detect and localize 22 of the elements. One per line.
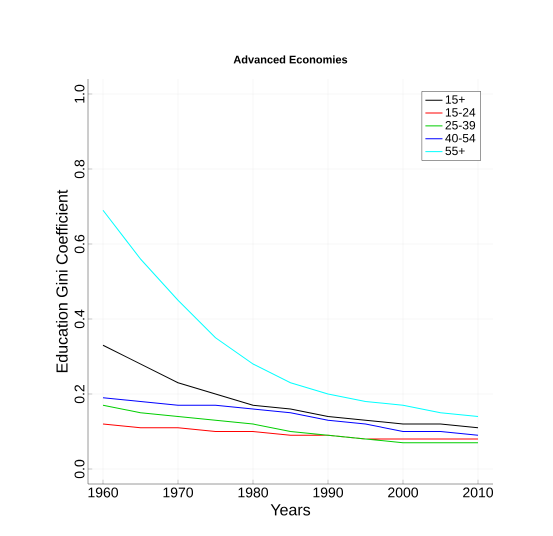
x-tick-label: 1970 (164, 488, 194, 498)
y-axis-title: Education Gini Coefficient (56, 190, 68, 372)
x-tick-label: 1980 (238, 488, 268, 498)
legend-label: 15+ (446, 95, 465, 104)
x-tick-label: 2000 (388, 488, 418, 498)
legend-label: 25-39 (446, 120, 476, 130)
line-series (102, 210, 479, 417)
x-tick-label: 2010 (463, 488, 494, 498)
line-series (102, 397, 479, 436)
x-tick-label: 1990 (314, 488, 344, 498)
x-tick-label: 1960 (88, 488, 118, 498)
y-tick-label: 0.2 (74, 384, 84, 404)
y-tick-label: 0.6 (74, 234, 84, 254)
chart-title: Advanced Economies (234, 55, 348, 64)
y-tick-label: 0.8 (74, 160, 84, 178)
legend-label: 15-24 (446, 108, 476, 117)
y-tick-label: 1.0 (74, 84, 84, 103)
y-tick-label: 0.0 (74, 460, 84, 478)
y-tick-label: 0.4 (74, 310, 84, 328)
legend-label: 40-54 (445, 134, 476, 142)
legend-label: 55+ (445, 146, 465, 156)
x-axis-title: Years (270, 504, 310, 516)
